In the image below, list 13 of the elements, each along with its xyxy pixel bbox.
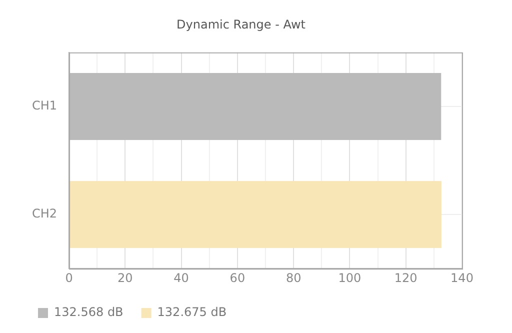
x-tick-label: 0 [65, 270, 73, 285]
y-tick-label: CH1 [32, 98, 58, 113]
x-tick-label: 60 [230, 270, 246, 285]
legend-label: 132.675 dB [157, 305, 227, 320]
x-tick-label: 100 [338, 270, 362, 285]
x-tick-label: 40 [174, 270, 189, 285]
y-tick-label: CH2 [32, 206, 58, 221]
x-tick-label: 140 [450, 270, 474, 285]
chart-title: Dynamic Range - Awt [176, 17, 306, 32]
x-tick-label: 80 [286, 270, 302, 285]
x-tick-label: 120 [394, 270, 418, 285]
x-tick-label: 20 [118, 270, 133, 285]
legend-label: 132.568 dB [54, 305, 124, 320]
